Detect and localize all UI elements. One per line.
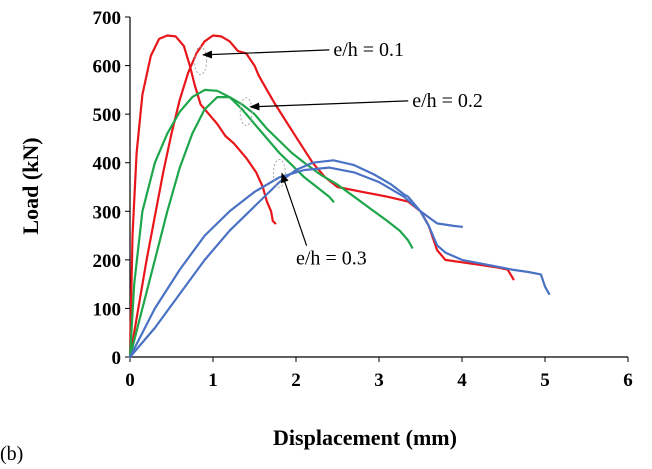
series-line-e03-6 (128, 159, 551, 359)
y-tick-label: 100 (93, 299, 122, 320)
annotation-ellipse (239, 97, 253, 127)
panel-label: (b) (0, 443, 23, 465)
x-tick-label: 1 (208, 370, 218, 391)
y-tick-label: 0 (112, 348, 122, 369)
annotation-arrow (249, 100, 409, 111)
annotation-layer: e/h = 0.1 e/h = 0.2 e/h = 0.3 (194, 39, 483, 270)
series-line-e02-4 (128, 96, 414, 359)
y-tick-label: 500 (93, 105, 122, 126)
series-layer (128, 34, 551, 359)
series-line-e02-3 (128, 88, 335, 359)
series-line-e01-2 (128, 34, 515, 359)
x-tick-label: 3 (374, 370, 384, 391)
x-axis-title: Displacement (mm) (273, 425, 457, 450)
annotation-label: e/h = 0.2 (412, 90, 483, 112)
x-tick-label: 0 (125, 370, 135, 391)
annotation-arrow (202, 49, 330, 59)
y-tick-label: 200 (93, 251, 122, 272)
x-tick-label: 6 (623, 370, 633, 391)
y-tick-label: 300 (93, 202, 122, 223)
x-tick-label: 5 (540, 370, 550, 391)
axes: 0 1 2 3 4 5 6 0 100 200 300 400 500 600 700 (93, 8, 633, 391)
x-tick-label: 2 (291, 370, 301, 391)
annotation-arrow (281, 172, 308, 246)
y-axis-title: Load (kN) (18, 137, 43, 234)
y-tick-label: 700 (93, 8, 122, 29)
annotation-ellipse (194, 46, 208, 76)
x-tick-label: 4 (457, 370, 467, 391)
annotation-label: e/h = 0.3 (296, 248, 367, 270)
series-line-e01-1 (128, 34, 277, 359)
series-line-e03-5 (128, 166, 464, 359)
y-tick-label: 600 (93, 57, 122, 78)
y-tick-label: 400 (93, 154, 122, 175)
annotation-label: e/h = 0.1 (333, 39, 404, 61)
